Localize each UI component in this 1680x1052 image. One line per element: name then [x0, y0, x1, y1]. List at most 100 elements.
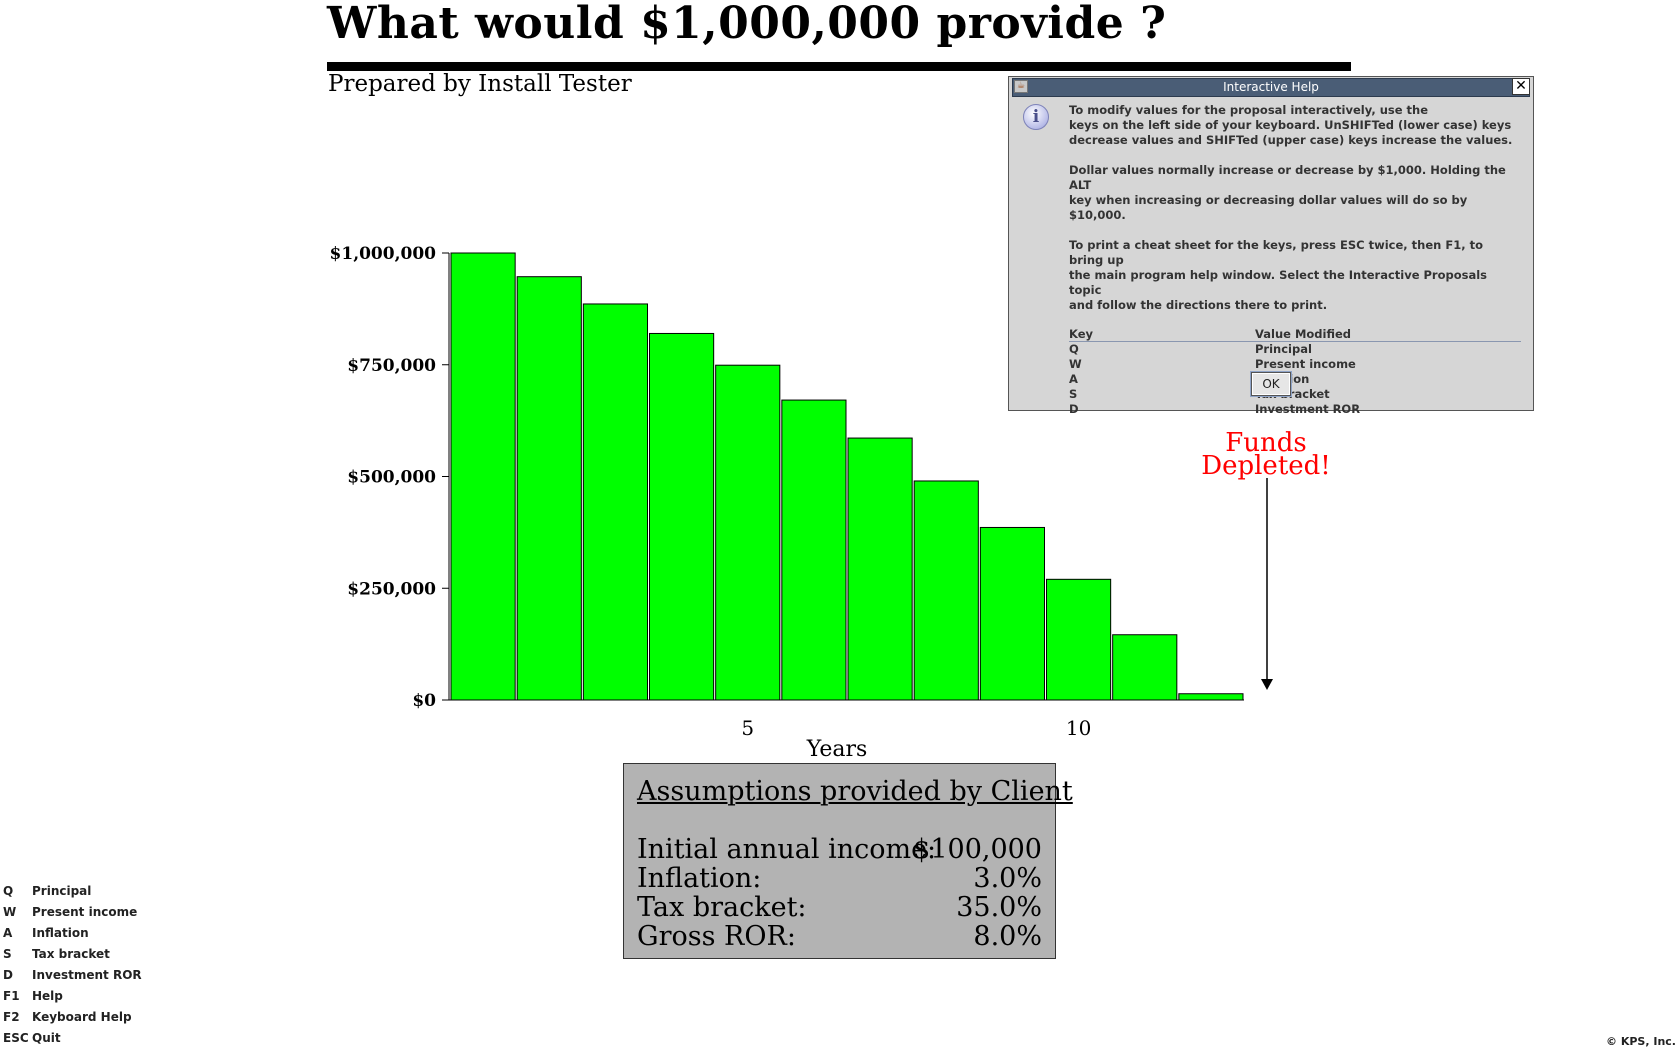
key-legend-key: A: [3, 926, 13, 940]
key-legend-key: S: [3, 947, 12, 961]
key-legend-row: A Inflation: [3, 926, 163, 947]
help-paragraph-3: To print a cheat sheet for the keys, pre…: [1069, 238, 1521, 313]
key-legend-key: ESC: [3, 1031, 29, 1045]
help-paragraph-1: To modify values for the proposal intera…: [1069, 103, 1521, 148]
key-legend-desc: Tax bracket: [32, 947, 110, 961]
chart-bar: [1178, 693, 1244, 701]
assumption-row: Gross ROR: 8.0%: [637, 921, 1042, 952]
x-axis-label: Years: [806, 737, 868, 762]
chart-bar: [781, 399, 847, 701]
table-row: Q Principal: [1069, 342, 1521, 358]
copyright-notice: © KPS, Inc.: [1606, 1035, 1676, 1048]
close-icon[interactable]: ✕: [1512, 78, 1530, 95]
key-legend-desc: Quit: [32, 1031, 61, 1045]
key-legend-desc: Help: [32, 989, 63, 1003]
prepared-by-subtitle: Prepared by Install Tester: [328, 71, 632, 97]
assumption-label: Tax bracket:: [637, 892, 807, 923]
help-line: keys on the left side of your keyboard. …: [1069, 118, 1512, 132]
chart-bar: [582, 303, 648, 701]
chart-bar: [516, 276, 582, 701]
key-legend-key: F1: [3, 989, 20, 1003]
table-cell-key: S: [1069, 387, 1078, 401]
x-tick-label: 5: [741, 716, 754, 740]
assumption-label: Initial annual income:: [637, 834, 937, 865]
table-cell-value: Tax bracket: [1255, 387, 1330, 401]
key-legend-desc: Present income: [32, 905, 138, 919]
chart-bar: [847, 437, 913, 701]
key-legend-row: W Present income: [3, 905, 163, 926]
assumption-value: 3.0%: [973, 863, 1042, 894]
help-line: key when increasing or decreasing dollar…: [1069, 193, 1468, 222]
assumption-value: $100,000: [913, 834, 1042, 865]
title-rule: [327, 62, 1351, 71]
funds-depleted-arrow-head: [1261, 679, 1273, 690]
info-icon: i: [1023, 104, 1049, 130]
assumption-value: 35.0%: [956, 892, 1042, 923]
key-mapping-table: Key Value Modified Q Principal W Present i…: [1069, 327, 1521, 417]
table-header-value: Value Modified: [1255, 327, 1521, 342]
chart-bar: [979, 526, 1045, 701]
key-legend-row: F2 Keyboard Help: [3, 1010, 163, 1031]
table-cell-value: Present income: [1255, 357, 1356, 371]
table-cell-value: Inflation: [1255, 372, 1521, 387]
key-legend-key: Q: [3, 884, 14, 898]
key-legend-row: F1 Help: [3, 989, 163, 1010]
table-row: D Investment ROR: [1069, 402, 1521, 417]
keyboard-legend: Q Principal W Present income A Inflation S T…: [3, 884, 163, 1052]
chart-bar: [1046, 578, 1112, 701]
key-legend-desc: Principal: [32, 884, 92, 898]
dialog-titlebar[interactable]: ☕ Interactive Help ✕: [1012, 78, 1530, 97]
assumptions-panel: Assumptions provided by Client Initial a…: [623, 763, 1073, 959]
y-tick-label: $500,000: [347, 468, 436, 488]
funds-depleted-label-line2: Depleted!: [1201, 451, 1331, 481]
help-paragraph-2: Dollar values normally increase or decre…: [1069, 163, 1521, 223]
assumption-row: Initial annual income: $100,000: [637, 834, 1042, 865]
key-legend-row: Q Principal: [3, 884, 163, 905]
key-legend-key: D: [3, 968, 13, 982]
chart-bar: [450, 252, 516, 701]
ok-button[interactable]: OK: [1251, 372, 1291, 396]
assumption-value: 8.0%: [973, 921, 1042, 952]
assumption-label: Inflation:: [637, 863, 762, 894]
table-cell-key: Q: [1069, 342, 1079, 356]
key-legend-desc: Investment ROR: [32, 968, 142, 982]
table-row: W Present income: [1069, 357, 1521, 372]
interactive-help-dialog[interactable]: ☕ Interactive Help ✕ i To modify values …: [1008, 76, 1534, 416]
help-line: To print a cheat sheet for the keys, pre…: [1069, 238, 1483, 267]
y-tick-label: $750,000: [347, 356, 436, 376]
table-header-key: Key: [1069, 327, 1255, 342]
help-line: decrease values and SHIFTed (upper case)…: [1069, 133, 1513, 147]
chart-bar: [1112, 634, 1178, 701]
x-tick-label: 10: [1066, 716, 1091, 740]
help-line: To modify values for the proposal intera…: [1069, 103, 1429, 117]
key-legend-row: S Tax bracket: [3, 947, 163, 968]
page-title: What would $1,000,000 provide ?: [327, 0, 1167, 49]
table-row: S Tax bracket: [1069, 387, 1521, 402]
assumption-row: Inflation: 3.0%: [637, 863, 1042, 894]
table-row: A Inflation: [1069, 372, 1521, 387]
key-legend-row: ESC Quit: [3, 1031, 163, 1052]
key-legend-key: F2: [3, 1010, 20, 1024]
y-tick-label: $0: [412, 691, 436, 711]
assumption-label: Gross ROR:: [637, 921, 796, 952]
help-line: Dollar values normally increase or decre…: [1069, 163, 1506, 192]
dialog-message: To modify values for the proposal intera…: [1069, 103, 1521, 417]
table-cell-key: D: [1069, 402, 1079, 416]
funds-depleted-label-line1: Funds: [1225, 428, 1307, 458]
key-legend-desc: Keyboard Help: [32, 1010, 132, 1024]
help-line: and follow the directions there to print…: [1069, 298, 1328, 312]
key-legend-row: D Investment ROR: [3, 968, 163, 989]
key-legend-desc: Inflation: [32, 926, 89, 940]
chart-bar: [649, 332, 715, 701]
window-menu-icon[interactable]: ☕: [1014, 80, 1028, 93]
chart-bar: [715, 364, 781, 701]
table-cell-value: Principal: [1255, 342, 1312, 356]
table-cell-key: A: [1069, 372, 1078, 386]
table-cell-value: Investment ROR: [1255, 402, 1361, 416]
y-tick-label: $1,000,000: [330, 244, 437, 264]
help-line: the main program help window. Select the…: [1069, 268, 1488, 297]
assumptions-title: Assumptions provided by Client: [637, 776, 1073, 807]
key-legend-key: W: [3, 905, 17, 919]
dialog-title: Interactive Help: [1223, 80, 1319, 94]
